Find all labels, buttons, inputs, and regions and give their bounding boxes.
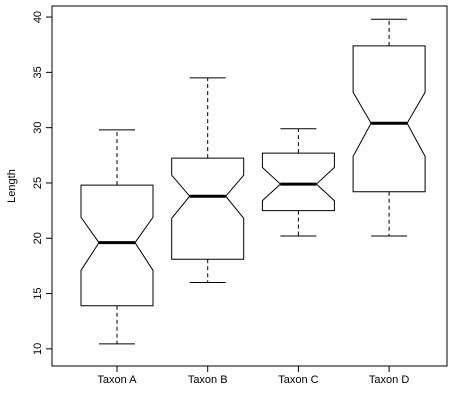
y-tick-label: 10	[32, 343, 44, 355]
y-tick-label: 40	[32, 11, 44, 23]
y-tick-label: 30	[32, 122, 44, 134]
y-tick-label: 15	[32, 287, 44, 299]
y-tick-label: 25	[32, 177, 44, 189]
y-tick-label: 35	[32, 66, 44, 78]
notched-box	[80, 184, 154, 307]
notched-box	[261, 152, 335, 212]
x-tick-label: Taxon C	[278, 374, 318, 386]
y-axis-label: Length	[6, 169, 18, 203]
plot-frame	[51, 5, 448, 367]
notched-box	[352, 45, 426, 193]
y-tick-label: 20	[32, 232, 44, 244]
x-tick-label: Taxon D	[369, 374, 409, 386]
notched-box	[171, 157, 245, 260]
x-tick-label: Taxon A	[97, 374, 137, 386]
x-tick-label: Taxon B	[188, 374, 228, 386]
